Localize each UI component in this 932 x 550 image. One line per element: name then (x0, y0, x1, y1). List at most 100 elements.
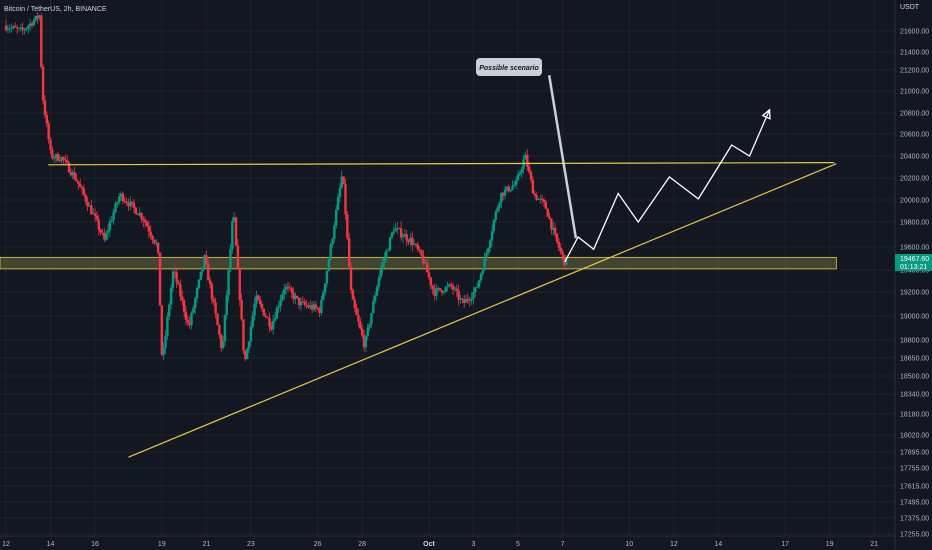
candle-body (244, 350, 247, 360)
candle-body (175, 272, 178, 283)
time-tick-label: 19 (158, 541, 166, 548)
candle-body (221, 341, 225, 349)
candle-body (309, 305, 312, 308)
candle-body (62, 157, 65, 160)
candle-body (186, 319, 190, 323)
candle-body (19, 27, 23, 29)
rising-trendline[interactable] (128, 163, 837, 458)
price-tick-label: 19000.00 (900, 314, 929, 321)
candle-body (216, 313, 219, 326)
candle-body (51, 149, 54, 159)
time-tick-label: 28 (358, 541, 366, 548)
projection-arrowhead (761, 108, 771, 120)
candle-body (149, 231, 152, 236)
candle-body (166, 316, 169, 336)
price-tick-label: 18020.00 (900, 433, 929, 440)
candle-body (437, 287, 440, 289)
candle-body (540, 198, 544, 200)
candle-body (101, 232, 104, 234)
candle-body (99, 229, 102, 233)
candle-body (386, 250, 390, 251)
candle-body (255, 295, 258, 304)
time-tick-label: 21 (202, 541, 210, 548)
time-axis[interactable]: 12 14 16 19 21 23 26 28 Oct 3 5 7 10 12 14 17 19 21 (0, 535, 895, 548)
candle-body (197, 279, 201, 288)
candle-body (205, 255, 208, 265)
candle-body (487, 247, 490, 253)
candle-body (10, 27, 13, 29)
callout[interactable]: Possible scenario (476, 58, 542, 76)
candle-body (488, 240, 492, 248)
candle-body (253, 303, 256, 316)
candle-body (355, 308, 358, 316)
candle-body (249, 326, 253, 342)
time-tick-label: 3 (472, 541, 476, 548)
resistance-line[interactable] (48, 162, 835, 166)
candle-body (518, 172, 522, 175)
callout-pointer (547, 75, 578, 239)
candle-body (162, 347, 165, 355)
candle-body (242, 319, 245, 351)
candle-body (414, 244, 418, 245)
candle-body (305, 304, 308, 306)
candle-body (36, 15, 39, 19)
candle-body (539, 198, 542, 200)
candle-body (190, 312, 193, 326)
candle-body (97, 219, 100, 230)
candle-body (153, 239, 156, 244)
candle-body (138, 213, 141, 216)
candle-body (151, 235, 154, 240)
support-zone[interactable] (0, 256, 837, 270)
candle-body (470, 298, 473, 301)
candle-body (442, 291, 446, 293)
time-tick-label: Oct (423, 541, 435, 548)
candle-body (375, 286, 379, 296)
candle-body (296, 295, 299, 298)
candle-body (208, 280, 212, 285)
candle-body (416, 244, 420, 250)
candle-body (451, 286, 455, 290)
candle-body (373, 295, 377, 301)
candle-body (527, 166, 531, 172)
price-tick-label: 17255.00 (900, 532, 929, 539)
candle-body (357, 315, 360, 322)
candle-body (524, 154, 527, 160)
candle-body (45, 114, 49, 124)
candle-body (25, 28, 28, 30)
candle-body (329, 244, 332, 260)
candle-body (257, 295, 260, 301)
candle-body (23, 29, 26, 31)
candle-body (496, 207, 499, 212)
candle-body (160, 305, 164, 355)
candle-body (336, 197, 340, 210)
price-tick-label: 20400.00 (900, 154, 929, 161)
candle-body (207, 264, 210, 281)
candle-body (485, 252, 488, 258)
candle-body (353, 299, 356, 309)
candle-body (54, 154, 58, 158)
candle-body (474, 287, 477, 292)
candle-body (531, 179, 535, 194)
candle-body (557, 241, 561, 248)
candle-body (396, 228, 399, 229)
candle-body (218, 325, 221, 336)
price-tick-label: 17755.00 (900, 466, 929, 473)
candle-body (409, 237, 412, 243)
price-tick-label: 17495.00 (900, 500, 929, 507)
candle-body (346, 214, 349, 239)
candle-body (262, 308, 266, 316)
candle-body (71, 172, 74, 176)
candle-body (448, 284, 451, 287)
candle-body (284, 286, 288, 290)
candle-body (522, 159, 525, 170)
projection-path[interactable] (564, 109, 771, 263)
price-tick-label: 17375.00 (900, 516, 929, 523)
candle-body (136, 213, 139, 216)
candle-body (112, 212, 115, 220)
time-tick-label: 12 (670, 541, 678, 548)
candle-body (455, 288, 458, 291)
candle-body (27, 25, 30, 29)
candle-body (563, 254, 566, 266)
candle-body (366, 327, 369, 337)
